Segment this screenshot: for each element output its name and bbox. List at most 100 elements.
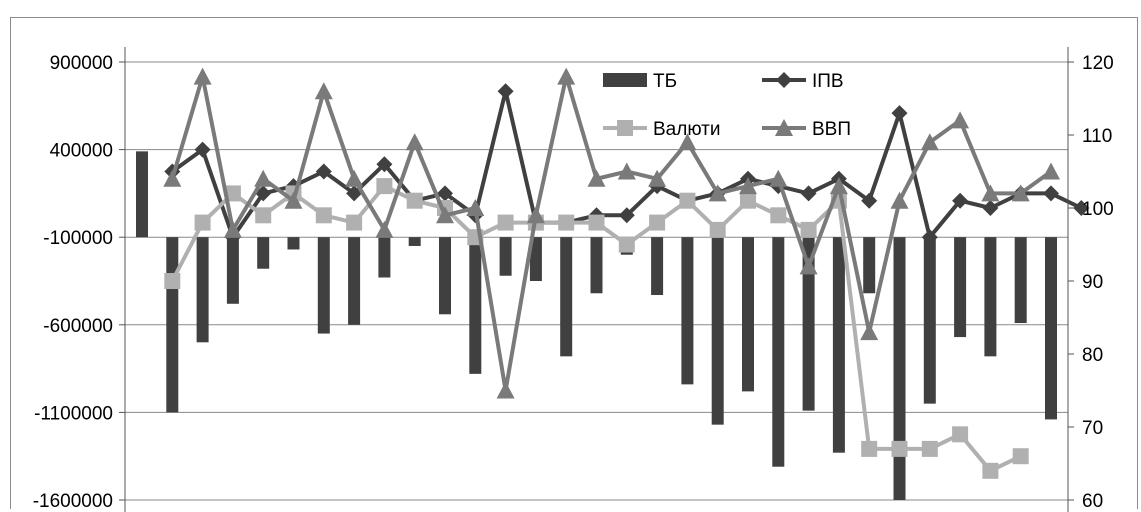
data-point [224,185,241,202]
bar-tb [1014,237,1027,324]
data-point [617,162,636,180]
data-point [557,67,576,85]
bar-tb [954,237,967,338]
data-point [769,169,788,187]
data-point [436,206,454,224]
legend-marker [775,119,793,136]
data-point [678,133,697,151]
bar-tb [681,237,694,385]
bar-tb [893,237,906,500]
bar-tb [469,237,482,374]
data-point [497,83,514,100]
bar-tb [802,237,815,411]
data-point [588,214,605,231]
data-point [618,207,635,224]
gridlines [125,61,1068,501]
right-tick-label: 80 [1082,345,1103,366]
bar-tb [832,237,845,453]
chart-frame [10,17,1138,509]
data-point [223,220,242,238]
data-point [163,169,182,187]
data-point [800,185,817,202]
data-point [921,229,938,246]
data-point [891,105,908,122]
data-point [709,221,726,238]
right-tick-label: 60 [1082,491,1103,512]
left-tick-label: -100000 [43,228,113,249]
data-point [255,207,272,224]
bar-tb [196,237,209,343]
bar-tb [287,237,300,250]
data-point [284,191,303,209]
data-point [739,177,757,195]
data-point [254,169,273,187]
data-point [496,381,515,399]
bar-tb [529,237,542,281]
data-point [860,323,879,341]
data-point [921,440,938,457]
data-point [708,184,727,202]
bar-tb [378,237,391,278]
left-tick-label: -600000 [43,316,113,337]
bar-tb [439,237,451,315]
data-point [982,200,999,216]
data-point [982,462,999,479]
bar-tb [863,237,876,294]
right-tick-label: 110 [1082,126,1112,147]
data-point [194,141,211,158]
axes: 900000 400000 -100000 -600000 -1100000 -16000… [33,47,1114,512]
legend-label: ТБ [653,71,677,92]
bar-tb [590,237,603,294]
data-point [1012,448,1029,465]
data-point [920,133,939,151]
left-tick-label: 400000 [50,141,113,162]
lines [163,67,1090,479]
data-point [618,236,635,253]
data-point [799,257,818,275]
data-point [951,111,970,129]
bar-tb [984,237,997,357]
data-point [981,184,1000,202]
data-point [526,206,545,224]
legend: ТБ ІПВ Валюти ВВП [603,71,851,140]
data-point [861,192,878,209]
legend-label: Валюти [653,119,720,140]
data-point [649,214,666,231]
data-point [193,67,212,85]
data-point [1043,185,1059,202]
bar-tb [1045,237,1057,420]
bar-tb [711,237,724,425]
right-tick-label: 100 [1082,199,1114,220]
right-tick-label: 120 [1082,53,1114,74]
data-point [891,440,908,457]
bar-tb [166,237,179,413]
data-point [194,214,211,231]
data-point [890,191,909,209]
right-tick-label: 70 [1082,418,1103,439]
data-point [829,177,848,195]
data-point [437,185,453,202]
left-tick-label: -1100000 [34,403,113,424]
data-point [405,133,424,151]
left-tick-label: 900000 [50,53,113,74]
legend-marker [776,72,792,88]
data-point [861,440,878,457]
data-point [952,426,969,443]
data-point [315,207,332,224]
data-point [376,178,393,195]
left-tick-label: -1600000 [33,491,113,512]
bar-tb [317,237,330,334]
data-point [497,214,514,231]
data-point [1073,200,1090,216]
data-point [679,192,696,209]
data-point [346,214,363,231]
data-point [648,169,667,187]
bar-tb [257,237,270,269]
data-point [1042,162,1060,180]
data-point [558,214,575,231]
bar-tb [226,237,239,304]
bar-tb [499,237,512,276]
legend-swatch [603,73,647,87]
data-point [345,169,364,187]
